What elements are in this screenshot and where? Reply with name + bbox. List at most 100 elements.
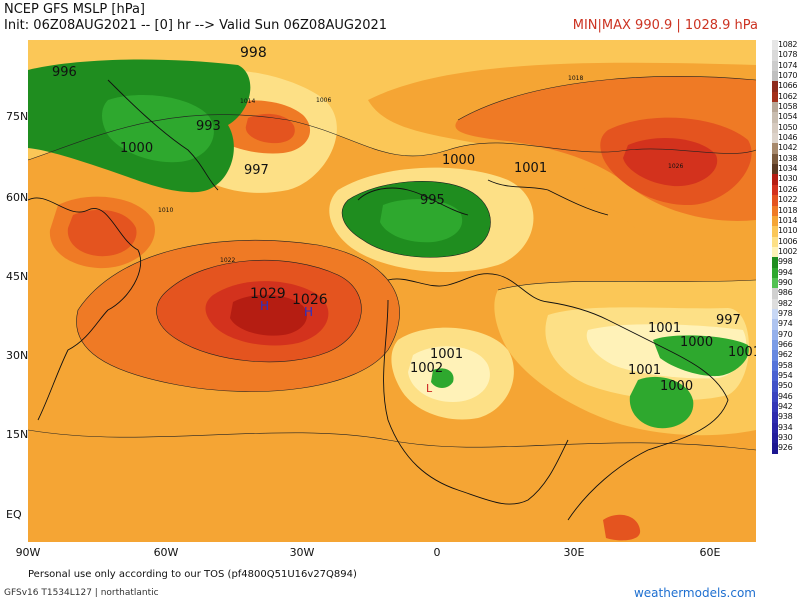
legend-row-978: 978 xyxy=(772,308,800,320)
isobar-label-1022: 1022 xyxy=(220,257,235,264)
lat-label-eq: EQ xyxy=(6,508,22,521)
legend-value: 986 xyxy=(778,288,793,298)
lon-label-60e: 60E xyxy=(699,546,721,559)
legend-value: 1042 xyxy=(778,143,798,153)
legend-row-1014: 1014 xyxy=(772,215,800,227)
center-label-1002-africa: 1002 xyxy=(410,361,443,376)
legend-row-934: 934 xyxy=(772,422,800,434)
isobar-label-1026: 1026 xyxy=(668,163,683,170)
legend-row-1054: 1054 xyxy=(772,112,800,123)
legend-swatch xyxy=(772,71,778,82)
legend-swatch xyxy=(772,412,778,423)
center-label-1001-north: 1001 xyxy=(514,161,547,176)
legend-swatch xyxy=(772,339,778,351)
legend-value: 1078 xyxy=(778,50,798,60)
tos-notice: Personal use only according to our TOS (… xyxy=(28,569,357,580)
legend-swatch xyxy=(772,133,778,144)
min-max-readout: MIN|MAX 990.9 | 1028.9 hPa xyxy=(572,18,758,33)
legend-swatch xyxy=(772,308,778,320)
center-label-1000-me: 1000 xyxy=(680,335,713,350)
legend-value: 1082 xyxy=(778,40,798,49)
lat-label-60n: 60N xyxy=(6,191,29,204)
legend-swatch xyxy=(772,329,778,340)
legend-swatch xyxy=(772,391,778,403)
pressure-color-legend: 1082 1078 1074 1070 1066 1062 1058 1054 1050 1046… xyxy=(772,40,800,454)
legend-value: 942 xyxy=(778,402,793,412)
legend-swatch xyxy=(772,246,778,258)
center-label-1000-arabia: 1000 xyxy=(660,379,693,394)
legend-swatch xyxy=(772,174,778,185)
center-label-1001-me3: 1001 xyxy=(628,363,661,378)
center-label-1026: 1026 xyxy=(292,292,328,308)
lat-label-15n: 15N xyxy=(6,428,29,441)
isobar-label-1010: 1010 xyxy=(158,207,173,214)
legend-row-946: 946 xyxy=(772,391,800,403)
legend-swatch xyxy=(772,433,778,444)
legend-swatch xyxy=(772,102,778,113)
legend-row-1058: 1058 xyxy=(772,102,800,113)
center-label-1029: 1029 xyxy=(250,286,286,302)
legend-value: 990 xyxy=(778,277,793,287)
center-label-996: 996 xyxy=(52,65,77,80)
legend-value: 994 xyxy=(778,267,793,277)
chart-title: NCEP GFS MSLP [hPa] xyxy=(4,2,145,17)
lon-label-90w: 90W xyxy=(15,546,41,559)
center-label-1001-me: 1001 xyxy=(648,321,681,336)
legend-value: 946 xyxy=(778,391,793,401)
legend-row-986: 986 xyxy=(772,288,800,299)
legend-value: 1002 xyxy=(778,246,798,256)
legend-row-950: 950 xyxy=(772,381,800,392)
center-label-997-atlantic: 997 xyxy=(244,163,269,178)
legend-swatch xyxy=(772,60,778,72)
legend-row-1078: 1078 xyxy=(772,50,800,61)
legend-value: 1022 xyxy=(778,195,798,205)
lat-label-75n: 75N xyxy=(6,110,29,123)
legend-row-990: 990 xyxy=(772,277,800,289)
legend-value: 1006 xyxy=(778,236,798,246)
legend-swatch xyxy=(772,298,778,309)
legend-value: 1066 xyxy=(778,81,798,91)
legend-row-1026: 1026 xyxy=(772,184,800,196)
legend-swatch xyxy=(772,50,778,61)
lat-label-30n: 30N xyxy=(6,349,29,362)
center-label-1000-north: 1000 xyxy=(442,153,475,168)
legend-value: 970 xyxy=(778,329,793,339)
legend-swatch xyxy=(772,205,778,216)
legend-value: 1046 xyxy=(778,133,798,143)
legend-row-1034: 1034 xyxy=(772,164,800,175)
center-label-1001-me2: 1001 xyxy=(728,345,756,360)
legend-value: 1010 xyxy=(778,226,798,236)
legend-value: 938 xyxy=(778,412,793,422)
legend-value: 954 xyxy=(778,371,793,380)
legend-swatch xyxy=(772,257,778,268)
legend-row-1070: 1070 xyxy=(772,71,800,82)
legend-value: 974 xyxy=(778,319,793,329)
isobar-label-1014: 1014 xyxy=(240,98,255,105)
center-label-1000-greenland: 1000 xyxy=(120,141,153,156)
legend-value: 1074 xyxy=(778,60,798,70)
legend-swatch xyxy=(772,350,778,361)
legend-row-954: 954 xyxy=(772,371,800,382)
legend-row-982: 982 xyxy=(772,298,800,309)
isobar-label-1018: 1018 xyxy=(568,75,583,82)
legend-value: 958 xyxy=(778,360,793,370)
legend-value: 934 xyxy=(778,422,793,432)
legend-value: 1070 xyxy=(778,71,798,81)
legend-swatch xyxy=(772,443,778,454)
legend-row-958: 958 xyxy=(772,360,800,371)
legend-value: 978 xyxy=(778,308,793,318)
legend-row-1022: 1022 xyxy=(772,195,800,206)
brand-link[interactable]: weathermodels.com xyxy=(633,586,756,600)
legend-swatch xyxy=(772,112,778,123)
legend-value: 1034 xyxy=(778,164,798,174)
legend-value: 1058 xyxy=(778,102,798,112)
legend-swatch xyxy=(772,381,778,392)
pressure-labels-layer: 998 996 993 1000 997 1000 1001 995 1029 … xyxy=(52,45,756,395)
pressure-map: 998 996 993 1000 997 1000 1001 995 1029 … xyxy=(28,40,756,542)
legend-swatch xyxy=(772,288,778,299)
legend-swatch xyxy=(772,422,778,434)
legend-value: 1054 xyxy=(778,112,798,122)
legend-value: 950 xyxy=(778,381,793,391)
pressure-field-svg xyxy=(28,40,756,542)
center-label-998: 998 xyxy=(240,45,267,61)
